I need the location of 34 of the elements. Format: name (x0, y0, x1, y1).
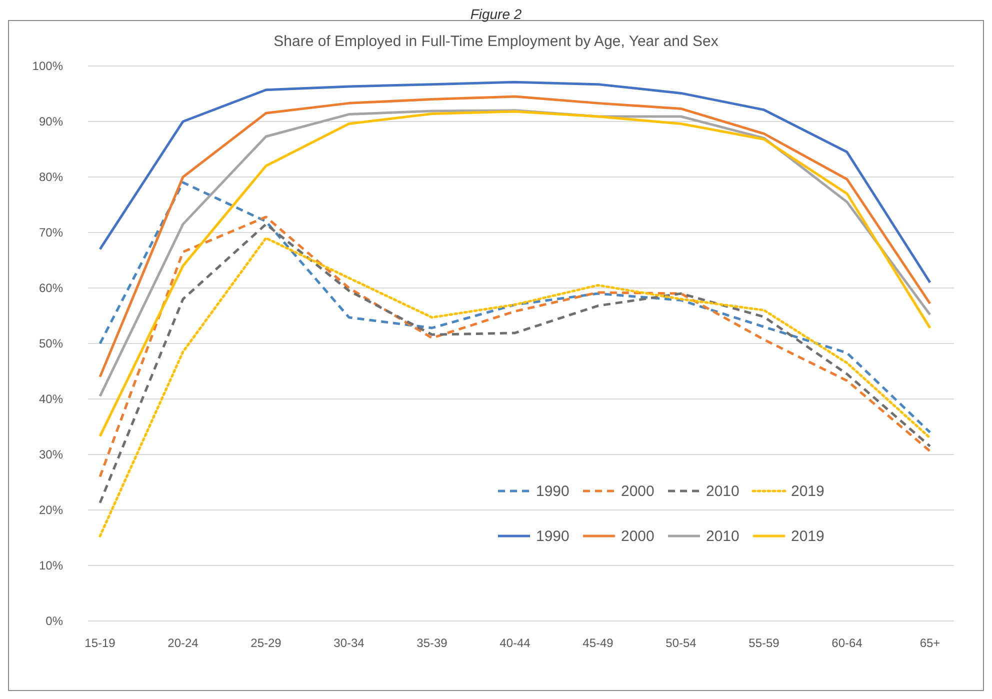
legend-label: 2010 (706, 528, 740, 545)
y-tick-label: 20% (38, 503, 64, 517)
x-tick-label: 55-59 (748, 636, 780, 650)
legend-label: 2010 (706, 483, 740, 500)
x-tick-label: 40-44 (500, 636, 531, 650)
y-tick-label: 60% (38, 281, 64, 295)
legend-label: 2000 (621, 528, 654, 545)
legend-label: 2019 (791, 528, 824, 545)
x-tick-label: 50-54 (666, 636, 697, 650)
x-tick-label: 45-49 (582, 636, 614, 650)
line-series (98, 181, 932, 434)
y-tick-label: 90% (38, 114, 64, 128)
y-tick-label: 100% (32, 59, 64, 73)
y-tick-label: 10% (38, 558, 64, 572)
line-series (98, 80, 932, 284)
x-tick-label: 20-24 (168, 636, 199, 650)
x-tick-label: 25-29 (250, 636, 282, 650)
x-tick-label: 60-64 (832, 636, 863, 650)
x-tick-label: 30-34 (334, 636, 365, 650)
y-tick-label: 50% (38, 336, 64, 350)
y-tick-label: 0% (46, 614, 64, 628)
chart-title: Share of Employed in Full-Time Employment by Age, Year and Sex (274, 33, 719, 50)
y-tick-label: 40% (38, 392, 64, 406)
y-tick-label: 80% (38, 170, 64, 184)
legend-label: 2000 (621, 483, 654, 500)
legend-label: 1990 (536, 483, 570, 500)
y-tick-label: 30% (38, 448, 64, 462)
caption: Figure 2 (470, 6, 522, 22)
y-tick-label: 70% (38, 226, 64, 240)
x-tick-label: 35-39 (416, 636, 448, 650)
x-tick-label: 15-19 (84, 636, 116, 650)
legend-label: 2019 (791, 483, 824, 500)
legend-label: 1990 (536, 528, 570, 545)
x-tick-label: 65+ (920, 636, 940, 650)
